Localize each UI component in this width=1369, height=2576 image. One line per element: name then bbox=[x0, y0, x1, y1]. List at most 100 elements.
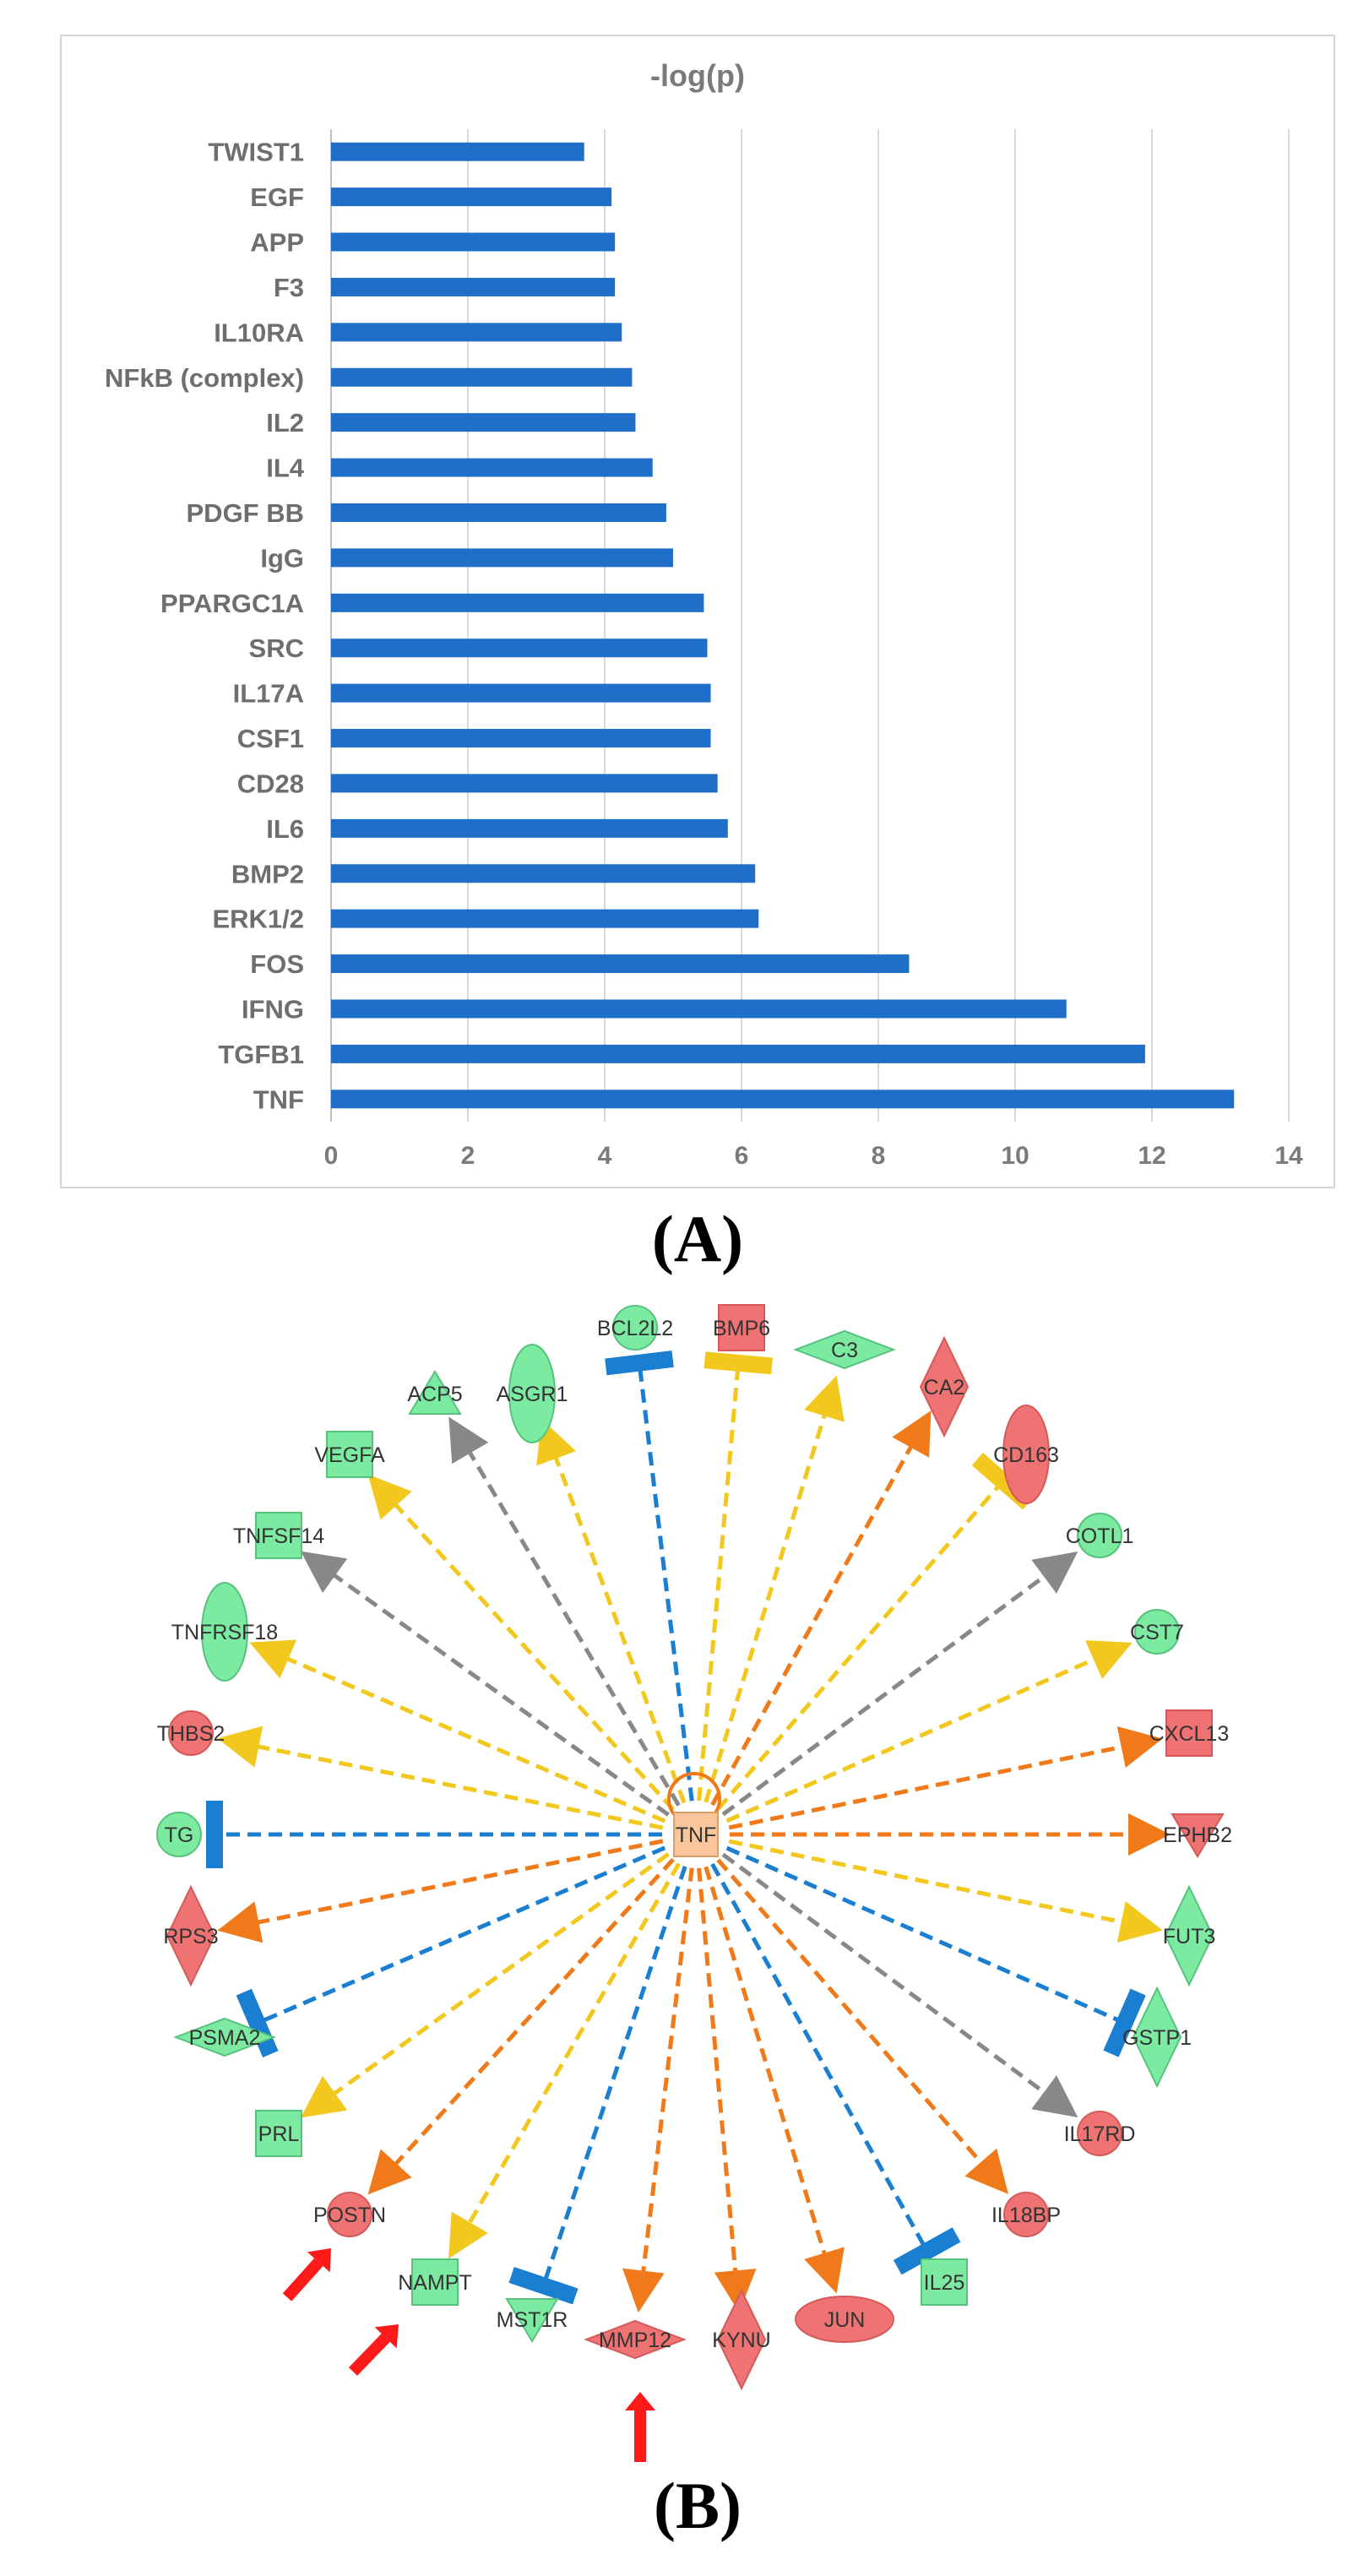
category-label: IFNG bbox=[242, 994, 304, 1024]
bar-chart: -log(p) TWIST1 EGF APP F3 IL10RA NFkB (comple… bbox=[60, 35, 1335, 1188]
bar bbox=[331, 187, 612, 207]
node-label: POSTN bbox=[313, 2204, 386, 2227]
node-gstp1: GSTP1 bbox=[1122, 1986, 1192, 2089]
node-label: CXCL13 bbox=[1149, 1722, 1230, 1746]
node-shape bbox=[716, 2288, 767, 2391]
bar bbox=[331, 277, 616, 296]
node-label: EPHB2 bbox=[1163, 1823, 1232, 1847]
category-label: IL6 bbox=[266, 814, 304, 844]
node-label: PSMA2 bbox=[189, 2026, 261, 2050]
node-thbs2: THBS2 bbox=[157, 1710, 225, 1756]
edge-mmp12 bbox=[622, 1867, 694, 2313]
category-label: BMP2 bbox=[231, 859, 304, 889]
node-jun: JUN bbox=[795, 2296, 894, 2343]
node-label: BMP6 bbox=[713, 1317, 770, 1340]
category-label: IgG bbox=[260, 543, 304, 573]
node-shape bbox=[1164, 1884, 1214, 1987]
highlight-arrows bbox=[282, 2248, 655, 2462]
node-shape bbox=[1132, 1986, 1182, 2089]
bar bbox=[331, 864, 756, 883]
x-tick-label: 14 bbox=[1274, 1142, 1303, 1170]
node-shape bbox=[327, 2192, 372, 2237]
edge-jun bbox=[704, 1866, 845, 2294]
node-shape bbox=[156, 1812, 202, 1857]
bar bbox=[331, 954, 910, 974]
category-label: TGFB1 bbox=[218, 1040, 304, 1069]
node-label: TG bbox=[165, 1823, 194, 1847]
node-label: ASGR1 bbox=[497, 1383, 568, 1406]
node-shape bbox=[168, 1710, 214, 1756]
node-cotl1: COTL1 bbox=[1066, 1513, 1133, 1558]
node-shape bbox=[508, 1344, 556, 1443]
edge-bcl2l2 bbox=[605, 1350, 694, 1802]
bar bbox=[331, 413, 636, 432]
node-shape bbox=[1002, 1405, 1050, 1504]
node-label: MMP12 bbox=[599, 2329, 671, 2352]
node-shape bbox=[1165, 1709, 1213, 1757]
node-shape bbox=[793, 1329, 896, 1370]
node-nampt: NAMPT bbox=[398, 2258, 472, 2306]
edge-rps3 bbox=[217, 1839, 664, 1943]
node-label: PRL bbox=[258, 2122, 300, 2146]
highlight-arrow bbox=[625, 2392, 655, 2462]
edge-cxcl13 bbox=[728, 1726, 1163, 1830]
x-tick-label: 8 bbox=[872, 1142, 886, 1170]
category-label: NFkB (complex) bbox=[105, 363, 304, 393]
panel-a-label: (A) bbox=[651, 1202, 744, 1275]
panel-b-label: (B) bbox=[654, 2469, 742, 2542]
node-label: JUN bbox=[824, 2308, 866, 2332]
x-tick-label: 2 bbox=[461, 1142, 475, 1170]
node-shape bbox=[1077, 2111, 1122, 2156]
node-shape bbox=[1134, 1609, 1180, 1655]
node-label: NAMPT bbox=[398, 2271, 472, 2295]
node-cxcl13: CXCL13 bbox=[1149, 1709, 1230, 1757]
node-label: FUT3 bbox=[1163, 1925, 1216, 1948]
node-ephb2: EPHB2 bbox=[1163, 1813, 1232, 1858]
bar bbox=[331, 593, 704, 612]
node-label: IL17RD bbox=[1064, 2122, 1136, 2146]
x-tick-label: 10 bbox=[1001, 1142, 1029, 1170]
category-label: ERK1/2 bbox=[212, 905, 304, 934]
center-shape bbox=[673, 1812, 719, 1857]
edge-cst7 bbox=[725, 1640, 1133, 1823]
node-shape bbox=[1077, 1513, 1122, 1558]
node-prl: PRL bbox=[255, 2110, 302, 2157]
category-labels: TWIST1 EGF APP F3 IL10RA NFkB (complex) IL2 IL4… bbox=[105, 138, 305, 1115]
node-ca2: CA2 bbox=[919, 1335, 970, 1438]
edge-thbs2 bbox=[217, 1725, 664, 1830]
edge-acp5 bbox=[448, 1416, 681, 1807]
bar bbox=[331, 458, 653, 477]
node-c3: C3 bbox=[793, 1329, 896, 1370]
node-shape bbox=[255, 2110, 302, 2157]
node-mmp12: MMP12 bbox=[584, 2319, 687, 2360]
edge-psma2 bbox=[236, 1845, 666, 2058]
node-label: THBS2 bbox=[157, 1722, 225, 1746]
category-label: SRC bbox=[249, 633, 304, 663]
node-label: KYNU bbox=[712, 2329, 770, 2352]
edge-ca2 bbox=[710, 1410, 932, 1807]
edge-postn bbox=[367, 1857, 675, 2195]
node-shape bbox=[173, 2017, 276, 2057]
bar bbox=[331, 774, 718, 793]
node-rps3: RPS3 bbox=[163, 1884, 219, 1987]
node-tnfrsf18: TNFRSF18 bbox=[171, 1582, 278, 1682]
edge-tnfrsf18 bbox=[249, 1639, 666, 1823]
category-label: F3 bbox=[274, 273, 304, 302]
node-label: VEGFA bbox=[314, 1443, 385, 1467]
bar bbox=[331, 142, 584, 161]
node-fut3: FUT3 bbox=[1163, 1884, 1216, 1987]
bar bbox=[331, 1044, 1145, 1063]
edge-gstp1 bbox=[725, 1845, 1146, 2057]
node-shape bbox=[166, 1884, 216, 1987]
highlight-arrow bbox=[348, 2324, 399, 2376]
category-label: APP bbox=[250, 228, 304, 258]
bars bbox=[331, 142, 1235, 1109]
highlight-arrow bbox=[282, 2248, 331, 2302]
node-asgr1: ASGR1 bbox=[497, 1344, 568, 1443]
category-label: EGF bbox=[250, 182, 304, 212]
category-label: IL2 bbox=[266, 408, 304, 437]
category-label: PDGF BB bbox=[187, 498, 305, 528]
category-label: IL10RA bbox=[214, 318, 304, 347]
bar bbox=[331, 503, 666, 522]
